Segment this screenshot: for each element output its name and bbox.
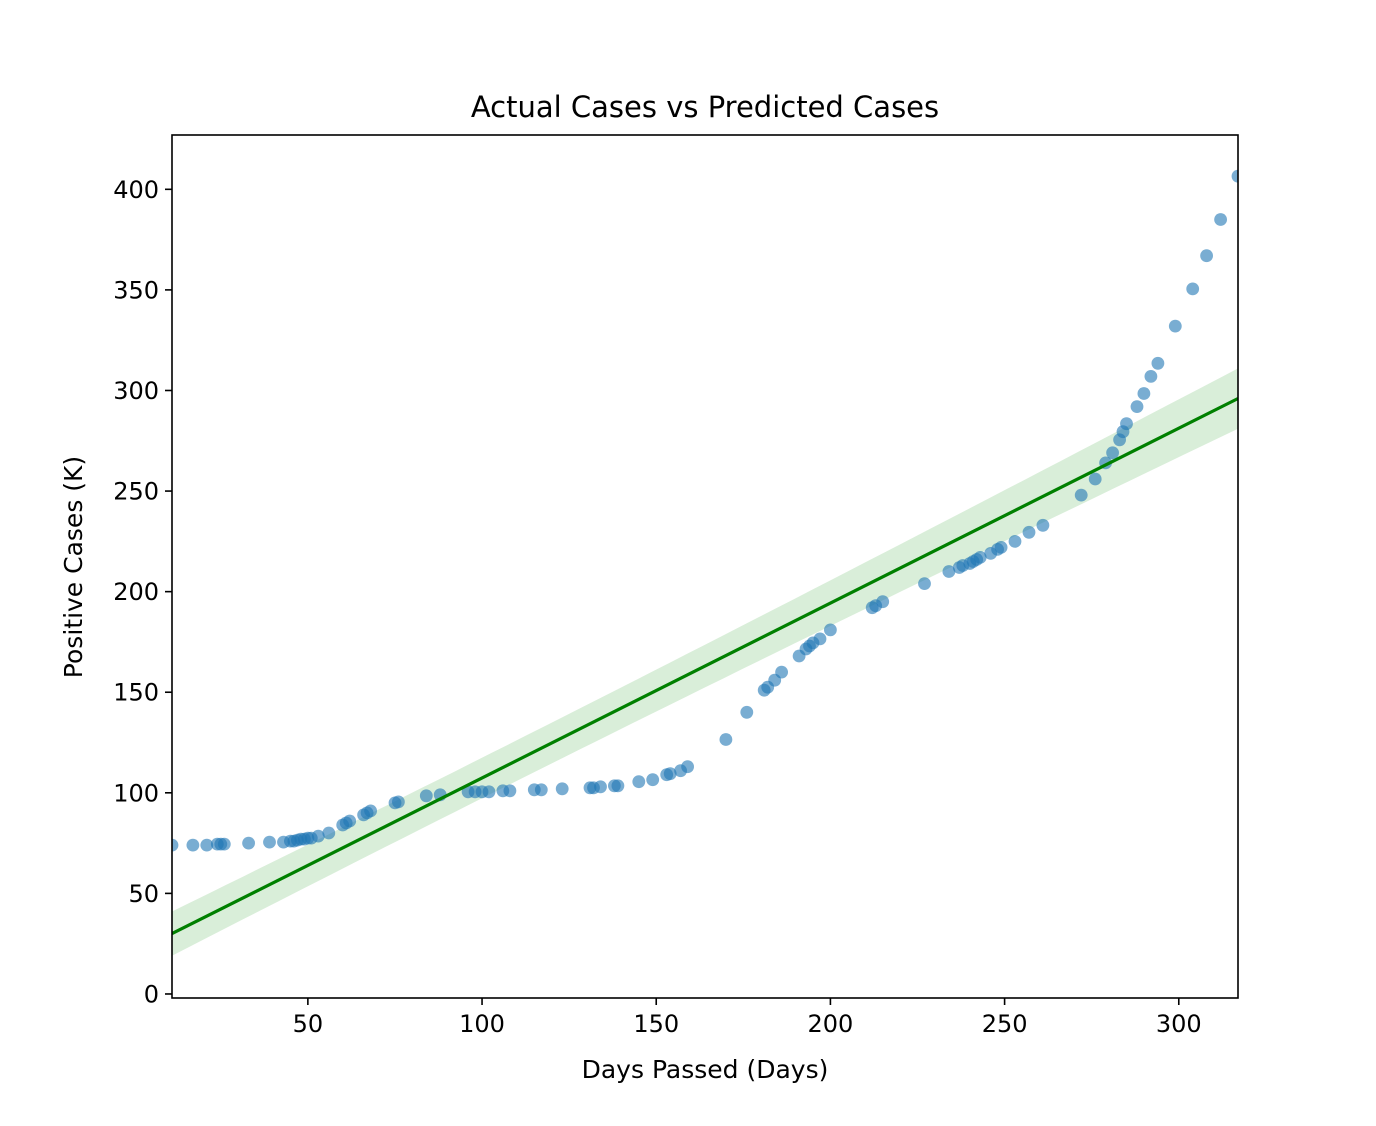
x-tick-label: 250: [982, 1010, 1028, 1038]
data-point: [263, 835, 276, 849]
data-point: [646, 773, 660, 787]
data-point: [242, 836, 256, 850]
plot-area: [172, 169, 1238, 956]
data-point: [419, 789, 433, 803]
data-point: [343, 814, 357, 828]
data-point: [555, 782, 569, 796]
data-point: [876, 595, 890, 609]
data-point: [632, 775, 646, 789]
data-point: [1186, 282, 1200, 296]
data-point: [1144, 370, 1158, 383]
y-axis-label: Positive Cases (K): [59, 456, 88, 678]
y-tick-label: 0: [144, 980, 159, 1008]
data-point: [1214, 213, 1227, 226]
data-point: [1106, 446, 1119, 460]
data-point: [942, 565, 956, 578]
y-tick-label: 400: [113, 176, 159, 204]
data-point: [594, 780, 607, 794]
data-point: [1231, 169, 1238, 183]
x-tick-label: 200: [808, 1010, 854, 1038]
data-point: [217, 837, 231, 851]
data-point: [1137, 387, 1151, 400]
axes-frame: [171, 134, 1239, 999]
x-axis-label: Days Passed (Days): [582, 1055, 829, 1084]
data-point: [534, 783, 548, 797]
data-point: [364, 804, 377, 818]
data-point: [200, 838, 214, 852]
data-point: [824, 623, 837, 637]
data-point: [482, 785, 496, 799]
data-point: [1168, 319, 1182, 333]
data-point: [663, 767, 677, 781]
x-tick-label: 300: [1156, 1010, 1202, 1038]
data-point: [611, 779, 625, 793]
y-tick-label: 200: [113, 578, 159, 606]
data-point: [1151, 356, 1165, 370]
data-point: [1120, 417, 1133, 431]
data-point: [1036, 518, 1050, 532]
y-tick-label: 350: [113, 276, 159, 304]
data-point: [973, 551, 987, 564]
y-tick-label: 50: [128, 880, 159, 908]
data-point: [813, 632, 827, 646]
data-point: [186, 838, 200, 852]
y-tick-label: 300: [113, 377, 159, 405]
data-point: [1200, 249, 1213, 263]
data-point: [172, 838, 179, 852]
data-point: [503, 784, 517, 798]
data-point: [1008, 535, 1022, 548]
data-point: [392, 795, 405, 809]
x-axis: 50 100 150 200 250 300: [293, 998, 1202, 1038]
data-point: [740, 705, 754, 719]
y-axis: 0 50 100 150 200 250 300 350 400: [113, 176, 172, 1008]
data-point: [1022, 525, 1036, 539]
data-point: [918, 577, 931, 590]
x-tick-label: 50: [293, 1010, 324, 1038]
data-point: [775, 665, 788, 679]
x-tick-label: 100: [459, 1010, 505, 1038]
regression-line: [172, 397, 1238, 936]
data-point: [994, 541, 1008, 554]
data-point: [1074, 488, 1088, 502]
x-tick-label: 150: [633, 1010, 679, 1038]
data-point: [1088, 472, 1102, 486]
data-point: [1130, 400, 1144, 413]
data-point: [311, 829, 325, 843]
data-point: [681, 760, 694, 774]
chart-title: Actual Cases vs Predicted Cases: [471, 90, 939, 124]
y-tick-label: 250: [113, 478, 159, 506]
data-point: [719, 733, 733, 746]
confidence-band: [172, 368, 1238, 956]
y-tick-label: 150: [113, 679, 159, 707]
y-tick-label: 100: [113, 779, 159, 807]
data-point: [322, 826, 336, 840]
